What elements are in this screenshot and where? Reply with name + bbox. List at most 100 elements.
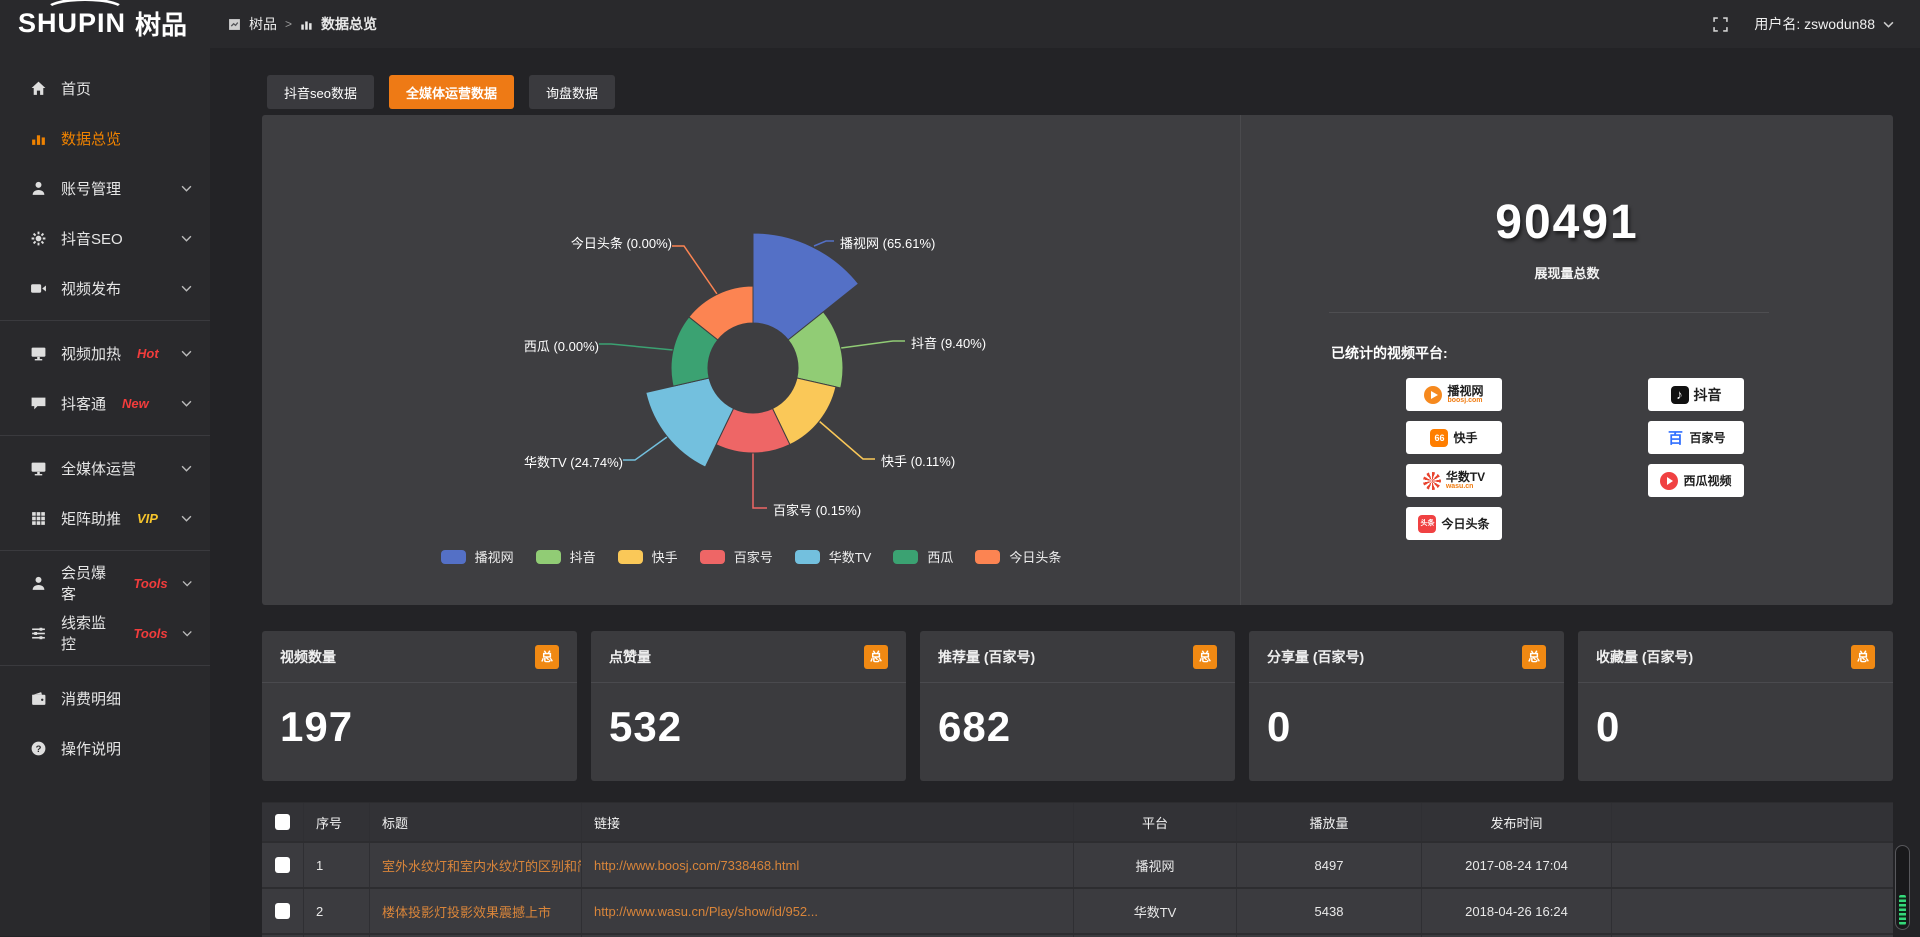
stat-card-label: 收藏量 (百家号) [1596,648,1694,665]
pie-slice-抖音[interactable] [787,311,844,389]
platform-subtext: boosj.com [1447,396,1483,404]
sliders-icon [30,625,47,642]
stat-card-likes: 点赞量 总 532 [591,631,906,781]
pie-slice-今日头条[interactable] [688,285,754,341]
cell-title-link[interactable]: 楼体投影灯投影效果震撼上市 [370,889,582,933]
sidebar-item-video-heat[interactable]: 视频加热 Hot [0,328,210,378]
user-menu[interactable]: 用户名: zswodun88 [1754,14,1894,34]
pie-label-xigua: 西瓜 (0.00%) [523,339,599,354]
legend-item-xigua[interactable]: 西瓜 [893,547,953,566]
sidebar-item-all-media-operation[interactable]: 全媒体运营 [0,443,210,493]
sidebar-item-label: 抖音SEO [61,230,123,248]
legend-item-boshiwang[interactable]: 播视网 [440,547,514,566]
tab-all-media-data[interactable]: 全媒体运营数据 [388,75,514,109]
legend-swatch [535,549,561,564]
leader-lines [599,240,905,509]
sidebar-item-account-management[interactable]: 账号管理 [0,163,210,213]
breadcrumb-chart-icon [300,18,313,31]
sidebar-item-douyin-seo[interactable]: 抖音SEO [0,213,210,263]
sidebar-item-member-baoke[interactable]: 会员爆客 Tools [0,558,210,608]
sidebar-divider [0,435,210,436]
pie-slice-华数TV[interactable] [645,377,735,468]
stat-card-recommendations: 推荐量 (百家号) 总 682 [920,631,1235,781]
summary-divider [1329,312,1769,313]
tools-badge: Tools [133,625,168,641]
column-header-publish-time: 发布时间 [1422,803,1612,841]
cell-platform: 华数TV [1074,889,1237,933]
video-camera-icon [30,280,47,297]
legend-label: 百家号 [733,550,773,565]
cell-url-link[interactable]: http://www.wasu.cn/Play/show/id/952... [582,889,1074,933]
sidebar-item-instructions[interactable]: ? 操作说明 [0,723,210,773]
breadcrumb-root[interactable]: 树品 [249,16,277,32]
sidebar-item-consumption-detail[interactable]: 消费明细 [0,673,210,723]
sidebar-item-data-overview[interactable]: 数据总览 [0,113,210,163]
stat-card-favorites: 收藏量 (百家号) 总 0 [1578,631,1893,781]
baijiahao-logo-icon: 百 [1667,430,1683,447]
stat-cards-row: 视频数量 总 197 点赞量 总 532 推荐量 (百家号) 总 682 分享量 (百… [262,631,1893,781]
stat-card-value: 0 [1267,703,1292,750]
column-header-link: 链接 [582,803,1074,841]
row-checkbox[interactable] [275,857,290,873]
main-content: 抖音seo数据 全媒体运营数据 询盘数据 播视网 (65.61%) 抖音 (9.… [210,48,1920,937]
home-icon [30,80,47,97]
wallet-icon [30,690,47,707]
column-header-plays: 播放量 [1237,803,1422,841]
pie-label-kuaishou: 快手 (0.11%) [881,454,956,469]
cell-plays: 5438 [1237,889,1422,933]
legend-swatch [794,549,820,564]
sidebar-divider [0,320,210,321]
table-header-row: 序号 标题 链接 平台 播放量 发布时间 [262,803,1893,841]
sidebar-item-lead-monitor[interactable]: 线索监控 Tools [0,608,210,658]
data-tabs: 抖音seo数据 全媒体运营数据 询盘数据 [267,75,615,109]
logo-text-cn: 树品 [135,10,188,40]
legend-item-toutiao[interactable]: 今日头条 [975,547,1061,566]
chevron-down-icon [181,350,192,357]
chevron-down-icon [181,185,192,192]
pie-slice-播视网[interactable] [752,232,860,341]
select-all-checkbox[interactable] [275,814,290,830]
legend-item-douyin[interactable]: 抖音 [535,547,596,566]
pie-label-baijiahao: 百家号 (0.15%) [773,503,862,518]
sidebar-item-label: 线索监控 [61,615,107,653]
chevron-down-icon [181,515,192,522]
table-row: 2 楼体投影灯投影效果震撼上市 http://www.wasu.cn/Play/… [262,887,1893,933]
legend-label: 抖音 [569,550,596,565]
platform-badge-toutiao: 头条 今日头条 [1406,507,1502,540]
total-impressions-value: 90491 [1495,196,1639,249]
cell-publish-time: 2017-08-24 17:04 [1422,843,1612,887]
platform-badge-douyin: ♪ 抖音 [1648,378,1744,411]
legend-item-baijiahao[interactable]: 百家号 [699,547,773,566]
platform-name: 播视网 [1447,383,1484,398]
chevron-down-icon [182,580,192,587]
platform-badge-boshiwang: 播视网 boosj.com [1406,378,1502,411]
sidebar: 首页 数据总览 账号管理 抖音SEO 视频发布 视频加热 Hot 抖客通 New… [0,48,210,936]
legend-item-kuaishou[interactable]: 快手 [617,547,678,566]
tab-inquiry-data[interactable]: 询盘数据 [528,75,615,109]
sidebar-divider [0,665,210,666]
cell-url-link[interactable]: http://www.boosj.com/7338468.html [582,843,1074,887]
sidebar-item-video-publish[interactable]: 视频发布 [0,263,210,313]
sidebar-item-home[interactable]: 首页 [0,63,210,113]
stat-card-value: 0 [1596,703,1621,750]
username-label: 用户名: zswodun88 [1754,16,1875,32]
total-impressions-label: 展现量总数 [1534,266,1600,281]
display-icon [30,460,47,477]
column-header-index: 序号 [304,803,370,841]
legend-item-huashu-tv[interactable]: 华数TV [794,547,871,566]
sidebar-item-matrix-boost[interactable]: 矩阵助推 VIP [0,493,210,543]
sidebar-item-doukentong[interactable]: 抖客通 New [0,378,210,428]
sidebar-item-label: 首页 [61,80,92,98]
videos-table: 序号 标题 链接 平台 播放量 发布时间 1 室外水纹灯和室内水纹灯的区别和简介… [262,802,1893,937]
cell-title-link[interactable]: 室外水纹灯和室内水纹灯的区别和简介 [370,843,582,887]
total-badge: 总 [864,644,888,669]
sidebar-item-label: 账号管理 [61,180,122,198]
sidebar-item-label: 操作说明 [61,740,122,758]
scrollbar[interactable] [1895,845,1910,930]
stat-card-video-count: 视频数量 总 197 [262,631,577,781]
tab-douyin-seo-data[interactable]: 抖音seo数据 [267,75,374,109]
sidebar-item-label: 矩阵助推 [61,510,122,528]
row-checkbox[interactable] [275,903,290,919]
new-badge: New [122,395,149,411]
fullscreen-icon[interactable] [1713,16,1729,32]
